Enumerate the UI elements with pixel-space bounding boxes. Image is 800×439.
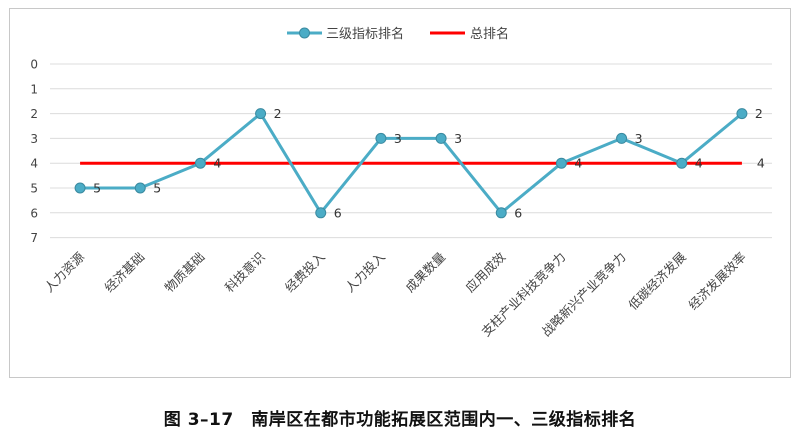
data-label: 4 [213, 156, 221, 171]
data-point [616, 132, 628, 144]
x-tick-label: 经费投入 [282, 249, 328, 295]
data-label: 2 [274, 106, 282, 121]
y-tick-label: 4 [30, 157, 38, 171]
y-tick-label: 2 [30, 107, 38, 121]
data-label: 3 [635, 131, 643, 146]
y-tick-label: 7 [30, 231, 38, 245]
x-tick-label: 经济发展效率 [685, 249, 749, 313]
data-point [315, 207, 327, 219]
x-tick-label: 人力投入 [342, 249, 388, 295]
legend-label-level3: 三级指标排名 [326, 26, 404, 42]
y-tick-label: 5 [30, 182, 38, 196]
data-point [495, 207, 507, 219]
data-point [134, 182, 146, 194]
y-tick-label: 6 [30, 206, 38, 220]
figure-caption: 图 3–17 南岸区在都市功能拓展区范围内一、三级指标排名 [163, 410, 637, 430]
chart-frame: 0 1 2 3 4 5 6 7 人力资源 经济基础 物质基础 科技意识 经费投入 人力投入 成果数量 应用成效… [9, 8, 791, 378]
data-point [375, 132, 387, 144]
data-label: 4 [574, 156, 582, 171]
data-label: 3 [454, 131, 462, 146]
x-tick-label: 经济基础 [101, 249, 147, 295]
x-tick-label: 物质基础 [162, 249, 208, 295]
data-label: 3 [394, 131, 402, 146]
data-label: 6 [514, 205, 522, 220]
x-tick-label: 成果数量 [402, 249, 448, 295]
data-point [676, 157, 688, 169]
x-tick-label: 低碳经济发展 [625, 249, 689, 313]
series-line-level3-rank [80, 112, 743, 215]
x-tick-label: 应用成效 [462, 249, 508, 295]
data-point [194, 157, 206, 169]
data-label: 2 [755, 106, 763, 121]
data-label-total: 4 [757, 156, 765, 171]
x-tick-label: 人力资源 [41, 249, 87, 295]
data-point [555, 157, 567, 169]
y-tick-label: 0 [30, 58, 38, 72]
legend-label-total: 总排名 [470, 26, 509, 42]
data-point [435, 132, 447, 144]
x-tick-label: 科技意识 [222, 249, 268, 295]
data-point [736, 108, 748, 120]
data-point [255, 108, 267, 120]
data-label: 5 [153, 181, 161, 196]
y-tick-label: 1 [30, 82, 38, 96]
legend-marker-level3 [299, 27, 310, 39]
data-label: 5 [93, 181, 101, 196]
y-tick-label: 3 [30, 132, 38, 146]
data-label: 4 [695, 156, 703, 171]
data-point [74, 182, 86, 194]
data-label: 6 [334, 205, 342, 220]
